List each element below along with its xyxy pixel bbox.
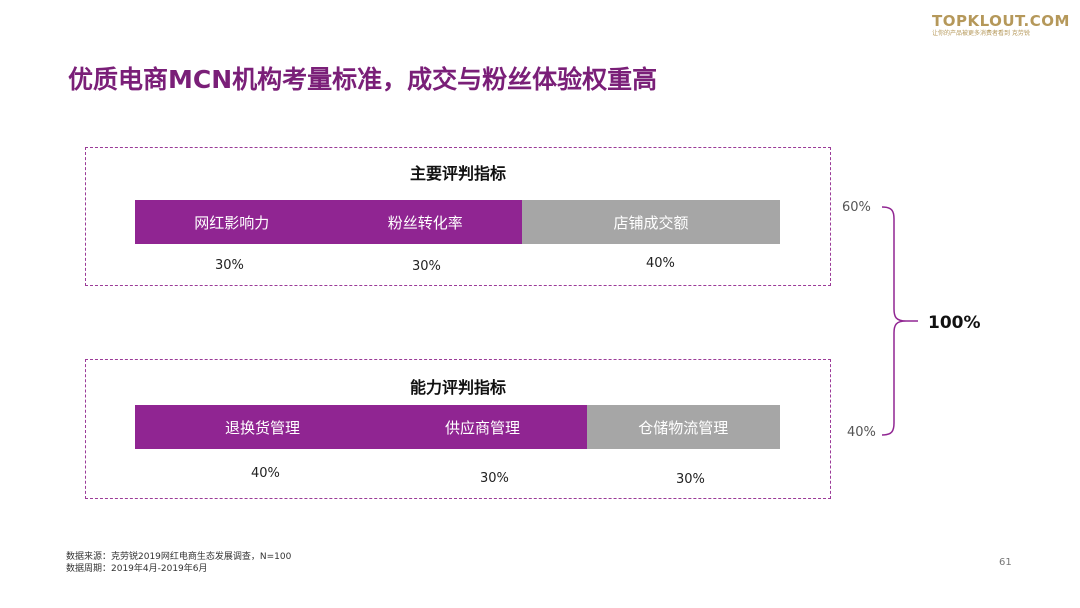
period-line: 数据周期：2019年4月-2019年6月 — [66, 564, 208, 574]
weight-bracket — [881, 206, 918, 436]
influence-percent: 30% — [215, 258, 244, 273]
logo-subtitle: 让你的产品被更多消费者看到 克劳锐 — [932, 30, 1030, 37]
segment-supplier-label: 供应商管理 — [445, 418, 521, 437]
main-criteria-heading: 主要评判指标 — [409, 164, 506, 183]
page-title: 优质电商MCN机构考量标准，成交与粉丝体验权重高 — [68, 65, 658, 94]
segment-influence: 网红影响力 — [135, 200, 329, 244]
segment-conversion: 粉丝转化率 — [328, 200, 522, 244]
logistics-percent: 30% — [676, 472, 705, 487]
brand-logo: TOPKLOUT.COM 让你的产品被更多消费者看到 克劳锐 — [932, 12, 1070, 42]
main-criteria-panel: 主要评判指标 网红影响力 粉丝转化率 店铺成交额 30% 30% 40% — [85, 147, 831, 286]
page-number: 61 — [999, 557, 1012, 568]
total-weight: 100% — [928, 313, 981, 333]
gmv-percent: 40% — [646, 256, 675, 271]
capability-criteria-panel: 能力评判指标 退换货管理 供应商管理 仓储物流管理 40% 30% 30% — [85, 359, 831, 499]
capability-criteria-bar: 退换货管理 供应商管理 仓储物流管理 — [135, 405, 780, 449]
segment-logistics: 仓储物流管理 — [586, 405, 780, 449]
main-criteria-bar: 网红影响力 粉丝转化率 店铺成交额 — [135, 200, 780, 244]
main-weight: 60% — [842, 200, 871, 215]
conversion-percent: 30% — [412, 259, 441, 274]
segment-gmv-label: 店铺成交额 — [613, 213, 689, 232]
capability-criteria-heading: 能力评判指标 — [409, 378, 506, 397]
segment-conversion-label: 粉丝转化率 — [387, 213, 463, 232]
segment-returns-supply: 退换货管理 供应商管理 — [135, 405, 587, 449]
logo-text: TOPKLOUT.COM — [932, 12, 1070, 30]
segment-logistics-label: 仓储物流管理 — [638, 418, 729, 437]
capability-weight: 40% — [847, 425, 876, 440]
segment-returns-label: 退换货管理 — [225, 418, 301, 437]
supplier-percent: 30% — [480, 471, 509, 486]
segment-influence-label: 网红影响力 — [194, 213, 270, 232]
returns-percent: 40% — [251, 466, 280, 481]
segment-gmv: 店铺成交额 — [522, 200, 780, 244]
data-source-note: 数据来源：克劳锐2019网红电商生态发展调查，N=100 数据周期：2019年4… — [66, 551, 291, 575]
source-line: 数据来源：克劳锐2019网红电商生态发展调查，N=100 — [66, 552, 292, 562]
